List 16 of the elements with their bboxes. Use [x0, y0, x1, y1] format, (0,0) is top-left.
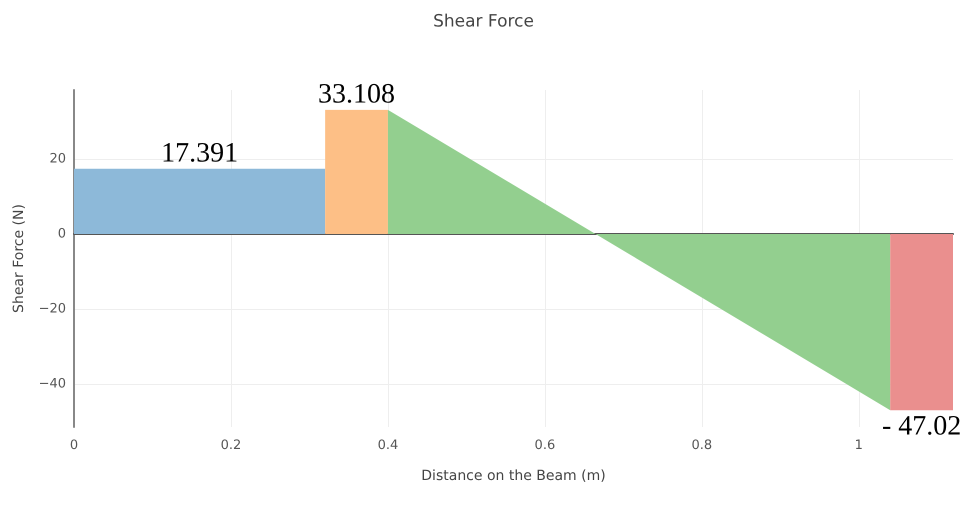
x-tick-label: 0 — [70, 438, 78, 453]
x-tick-label: 1 — [854, 438, 863, 453]
y-tick-label: 20 — [49, 151, 66, 166]
x-tick-label: 0.2 — [220, 438, 242, 453]
x-tick-label: 0.6 — [534, 438, 556, 453]
chart-title: Shear Force — [433, 12, 534, 32]
y-tick-label: 0 — [58, 226, 66, 242]
x-tick-label: 0.4 — [378, 438, 398, 453]
x-axis-title: Distance on the Beam (m) — [421, 468, 606, 484]
y-tick-label: −20 — [38, 301, 66, 316]
annotation: - 47.02 — [882, 410, 962, 442]
y-axis-title: Shear Force (N) — [11, 204, 27, 313]
y-tick-label: −40 — [38, 376, 66, 392]
annotation: 33.108 — [318, 78, 396, 110]
x-tick-label: 0.8 — [692, 438, 712, 453]
annotation: 17.391 — [161, 137, 238, 168]
